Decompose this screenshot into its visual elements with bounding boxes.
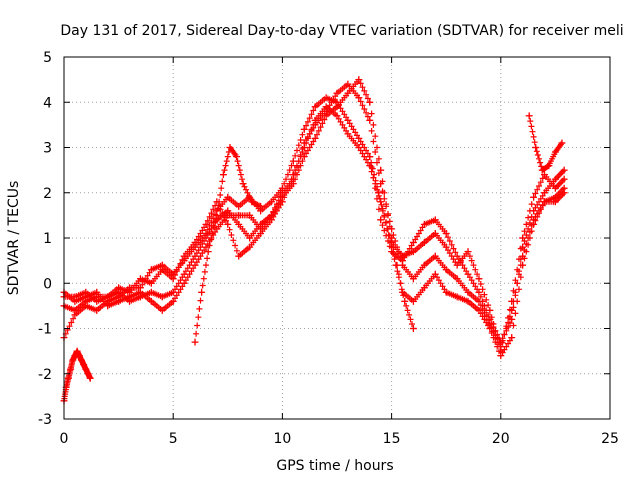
x-tick-label: 10 <box>273 431 291 447</box>
series-satellite-track-d <box>60 80 568 351</box>
series-satellite-track-h <box>366 153 417 332</box>
y-tick-label: 2 <box>43 186 52 202</box>
x-tick-label: 15 <box>383 431 401 447</box>
tick-layer: 0 5 10 15 20 25 -3 -2 -1 0 1 2 3 4 5 <box>38 50 619 447</box>
series-satellite-track-b <box>60 94 568 346</box>
y-tick-label: -1 <box>38 322 52 338</box>
series-markers <box>192 144 264 346</box>
y-axis-label: SDTVAR / TECUs <box>6 181 22 296</box>
x-tick-label: 20 <box>492 431 510 447</box>
y-tick-label: 1 <box>43 231 52 247</box>
x-axis-label: GPS time / hours <box>276 458 393 474</box>
x-tick-label: 0 <box>60 431 69 447</box>
x-tick-label: 5 <box>169 431 178 447</box>
y-tick-label: -2 <box>38 367 52 383</box>
y-tick-label: 4 <box>43 95 52 111</box>
series-satellite-track-e <box>191 144 265 346</box>
series-satellite-track-g <box>525 112 566 174</box>
y-tick-label: -3 <box>38 412 52 428</box>
series-satellite-track-f <box>60 347 94 405</box>
x-tick-label: 25 <box>601 431 619 447</box>
y-tick-label: 3 <box>43 141 52 157</box>
series-markers <box>366 153 417 332</box>
series-markers <box>526 112 565 174</box>
y-tick-label: 0 <box>43 276 52 292</box>
chart-title: Day 131 of 2017, Sidereal Day-to-day VTE… <box>60 23 623 39</box>
data-layer <box>60 76 568 405</box>
y-tick-label: 5 <box>43 50 52 66</box>
